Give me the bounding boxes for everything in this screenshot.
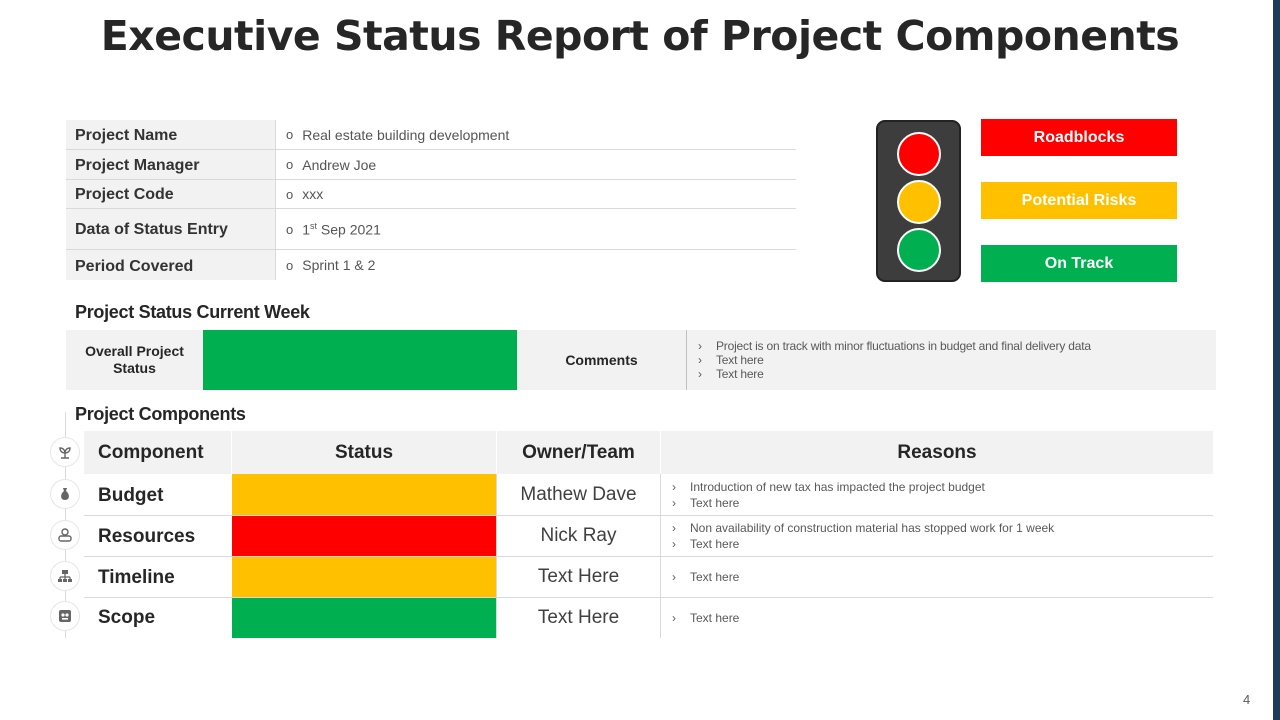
comment-item: › Project is on track with minor fluctuat… [698,339,1091,353]
project-manager-value: Andrew Joe [302,156,377,173]
info-row-project-manager: Project Manager o Andrew Joe [66,150,796,180]
status-indicator [232,598,496,638]
table-row: Resources Nick Ray › Non availability of … [84,516,1213,557]
slide-title: Executive Status Report of Project Compo… [100,12,1180,60]
info-row-status-entry-date: Data of Status Entry o 1st Sep 2021 [66,209,796,250]
overall-status-indicator [203,330,517,390]
team-icon [50,520,80,550]
info-label: Period Covered [66,250,276,280]
owner-team: Nick Ray [496,516,661,556]
info-row-period-covered: Period Covered o Sprint 1 & 2 [66,250,796,280]
project-name-value: Real estate building development [302,126,510,143]
component-name: Scope [98,607,156,628]
bullet-icon: o [286,127,294,142]
legend-roadblocks: Roadblocks [981,119,1177,156]
current-week-status: Overall Project Status Comments › Project… [66,330,1216,390]
status-entry-date-value: 1st Sep 2021 [302,220,381,238]
traffic-light-icon [876,120,961,282]
status-indicator [232,557,496,597]
project-code-value: xxx [302,186,324,202]
hierarchy-icon [50,561,80,591]
info-label: Project Code [66,180,276,208]
reasons-list: › Text here [672,611,740,625]
component-name: Resources [98,526,196,547]
info-row-project-name: Project Name o Real estate building deve… [66,120,796,150]
reasons-list: › Text here [672,570,740,584]
info-label: Project Manager [66,150,276,179]
info-value: o xxx [276,180,796,208]
plant-icon [50,437,80,467]
legend-on-track: On Track [981,245,1177,282]
info-value: o Sprint 1 & 2 [276,250,796,280]
slide-edge-bar [1273,0,1280,720]
components-heading: Project Components [75,404,246,424]
status-indicator [232,474,496,515]
info-value: o 1st Sep 2021 [276,209,796,249]
component-name: Timeline [98,567,175,588]
owner-team: Text Here [496,598,661,638]
info-value: o Real estate building development [276,120,796,149]
column-header-owner: Owner/Team [497,431,660,474]
column-header-component: Component [84,431,231,474]
bullet-icon: o [286,186,294,202]
info-row-project-code: Project Code o xxx [66,180,796,209]
status-indicator [232,516,496,556]
info-label: Project Name [66,120,276,149]
comments-label: Comments [517,330,687,390]
red-lamp [897,132,941,176]
reasons-list: › Non availability of construction materi… [672,521,1055,551]
comment-item: › Text here [698,367,764,381]
bullet-icon: o [286,221,294,237]
money-bag-icon [50,479,80,509]
scope-icon [50,601,80,631]
owner-team: Text Here [496,557,661,597]
component-name: Budget [98,485,164,506]
period-covered-value: Sprint 1 & 2 [302,257,376,273]
comments-list: › Project is on track with minor fluctuat… [698,339,1091,381]
legend-potential-risks: Potential Risks [981,182,1177,219]
column-header-status: Status [232,431,496,474]
project-info-table: Project Name o Real estate building deve… [66,120,796,280]
bullet-icon: o [286,157,294,172]
table-row: Budget Mathew Dave › Introduction of new … [84,474,1213,516]
info-label: Data of Status Entry [66,209,276,249]
bullet-icon: o [286,257,294,273]
table-row: Scope Text Here › Text here [84,598,1213,638]
green-lamp [897,228,941,272]
reasons-list: › Introduction of new tax has impacted th… [672,480,985,510]
amber-lamp [897,180,941,224]
owner-team: Mathew Dave [496,474,661,515]
current-week-heading: Project Status Current Week [75,302,310,322]
comment-item: › Text here [698,353,764,367]
info-value: o Andrew Joe [276,150,796,179]
table-row: Timeline Text Here › Text here [84,557,1213,598]
page-number: 4 [1243,692,1251,707]
column-header-reasons: Reasons [661,431,1213,474]
overall-status-label: Overall Project Status [85,343,184,376]
